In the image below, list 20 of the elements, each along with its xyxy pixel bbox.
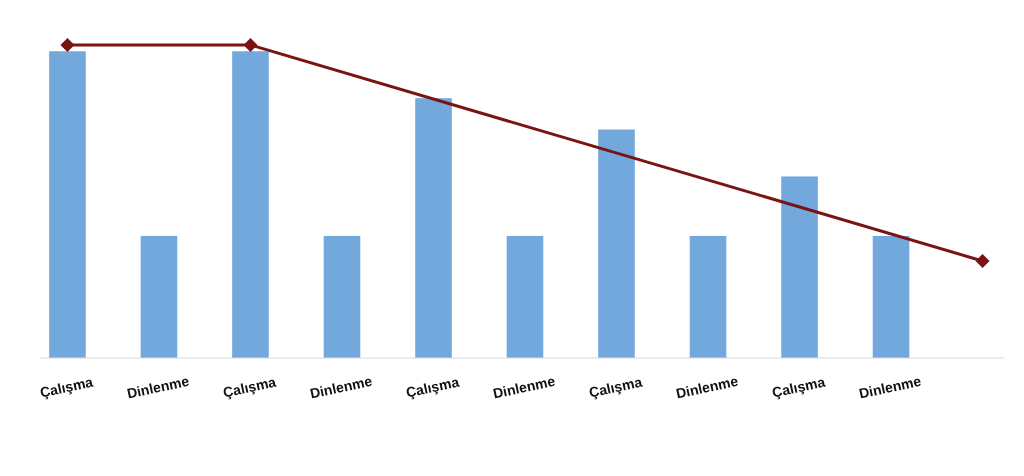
x-tick-label: Çalışma <box>221 373 278 401</box>
bar <box>781 176 818 358</box>
x-tick-label: Çalışma <box>404 373 461 401</box>
x-tick-label: Dinlenme <box>125 372 191 402</box>
x-tick-label: Dinlenme <box>308 372 374 402</box>
x-tick-label: Dinlenme <box>857 372 923 402</box>
bar <box>415 98 452 358</box>
x-tick-label: Dinlenme <box>491 372 557 402</box>
bar <box>140 235 178 358</box>
x-tick-label: Dinlenme <box>674 372 740 402</box>
bar <box>506 235 544 358</box>
bar <box>232 51 269 358</box>
bar <box>49 51 86 358</box>
bar <box>323 235 361 358</box>
bar <box>872 235 910 358</box>
bar <box>598 129 635 358</box>
bar <box>689 235 727 358</box>
x-tick-label: Çalışma <box>38 373 95 401</box>
x-tick-label: Çalışma <box>770 373 827 401</box>
x-tick-label: Çalışma <box>587 373 644 401</box>
